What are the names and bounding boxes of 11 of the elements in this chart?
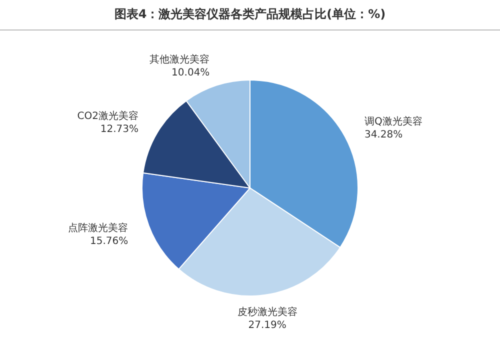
- data-label: 34.28%: [364, 129, 403, 140]
- slice-label: 其他激光美容: [150, 53, 210, 66]
- chart-title: 图表4：激光美容仪器各类产品规模占比(单位：%): [114, 7, 386, 21]
- slice-label: CO2激光美容: [77, 110, 138, 122]
- slice-label: 调Q激光美容: [364, 115, 422, 128]
- slice-label: 点阵激光美容: [68, 222, 128, 234]
- data-label: 15.76%: [90, 236, 128, 248]
- data-label: 12.73%: [100, 124, 138, 136]
- data-label: 27.19%: [248, 320, 286, 331]
- data-label: 10.04%: [172, 67, 210, 78]
- slice-label: 皮秒激光美容: [237, 306, 298, 318]
